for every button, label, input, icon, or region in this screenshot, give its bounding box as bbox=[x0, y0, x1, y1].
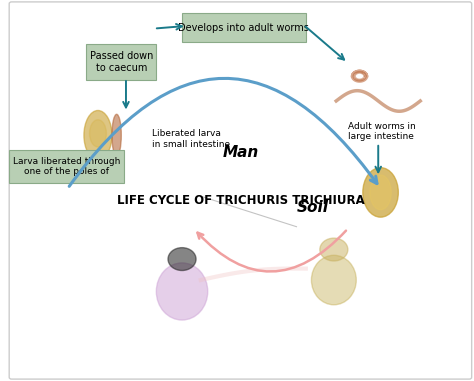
Ellipse shape bbox=[311, 255, 356, 305]
Text: Liberated larva
in small intestine: Liberated larva in small intestine bbox=[152, 130, 230, 149]
Text: Soil: Soil bbox=[297, 200, 329, 215]
Ellipse shape bbox=[84, 110, 112, 160]
Text: Passed down
to caecum: Passed down to caecum bbox=[90, 51, 153, 73]
Text: Larva liberated through
one of the poles of: Larva liberated through one of the poles… bbox=[13, 157, 120, 176]
FancyBboxPatch shape bbox=[182, 13, 306, 42]
Ellipse shape bbox=[156, 263, 208, 320]
Text: LIFE CYCLE OF TRICHURIS TRICHIURA: LIFE CYCLE OF TRICHURIS TRICHIURA bbox=[117, 194, 365, 207]
Ellipse shape bbox=[112, 114, 121, 156]
FancyBboxPatch shape bbox=[86, 44, 156, 80]
Text: Adult worms in
large intestine: Adult worms in large intestine bbox=[348, 122, 416, 141]
Text: Develops into adult worms: Develops into adult worms bbox=[179, 22, 310, 33]
Ellipse shape bbox=[363, 168, 398, 217]
Ellipse shape bbox=[370, 175, 391, 210]
FancyBboxPatch shape bbox=[9, 2, 472, 379]
Text: Man: Man bbox=[222, 145, 258, 160]
Ellipse shape bbox=[90, 120, 106, 147]
Circle shape bbox=[168, 248, 196, 271]
Circle shape bbox=[320, 238, 348, 261]
FancyBboxPatch shape bbox=[9, 150, 124, 183]
